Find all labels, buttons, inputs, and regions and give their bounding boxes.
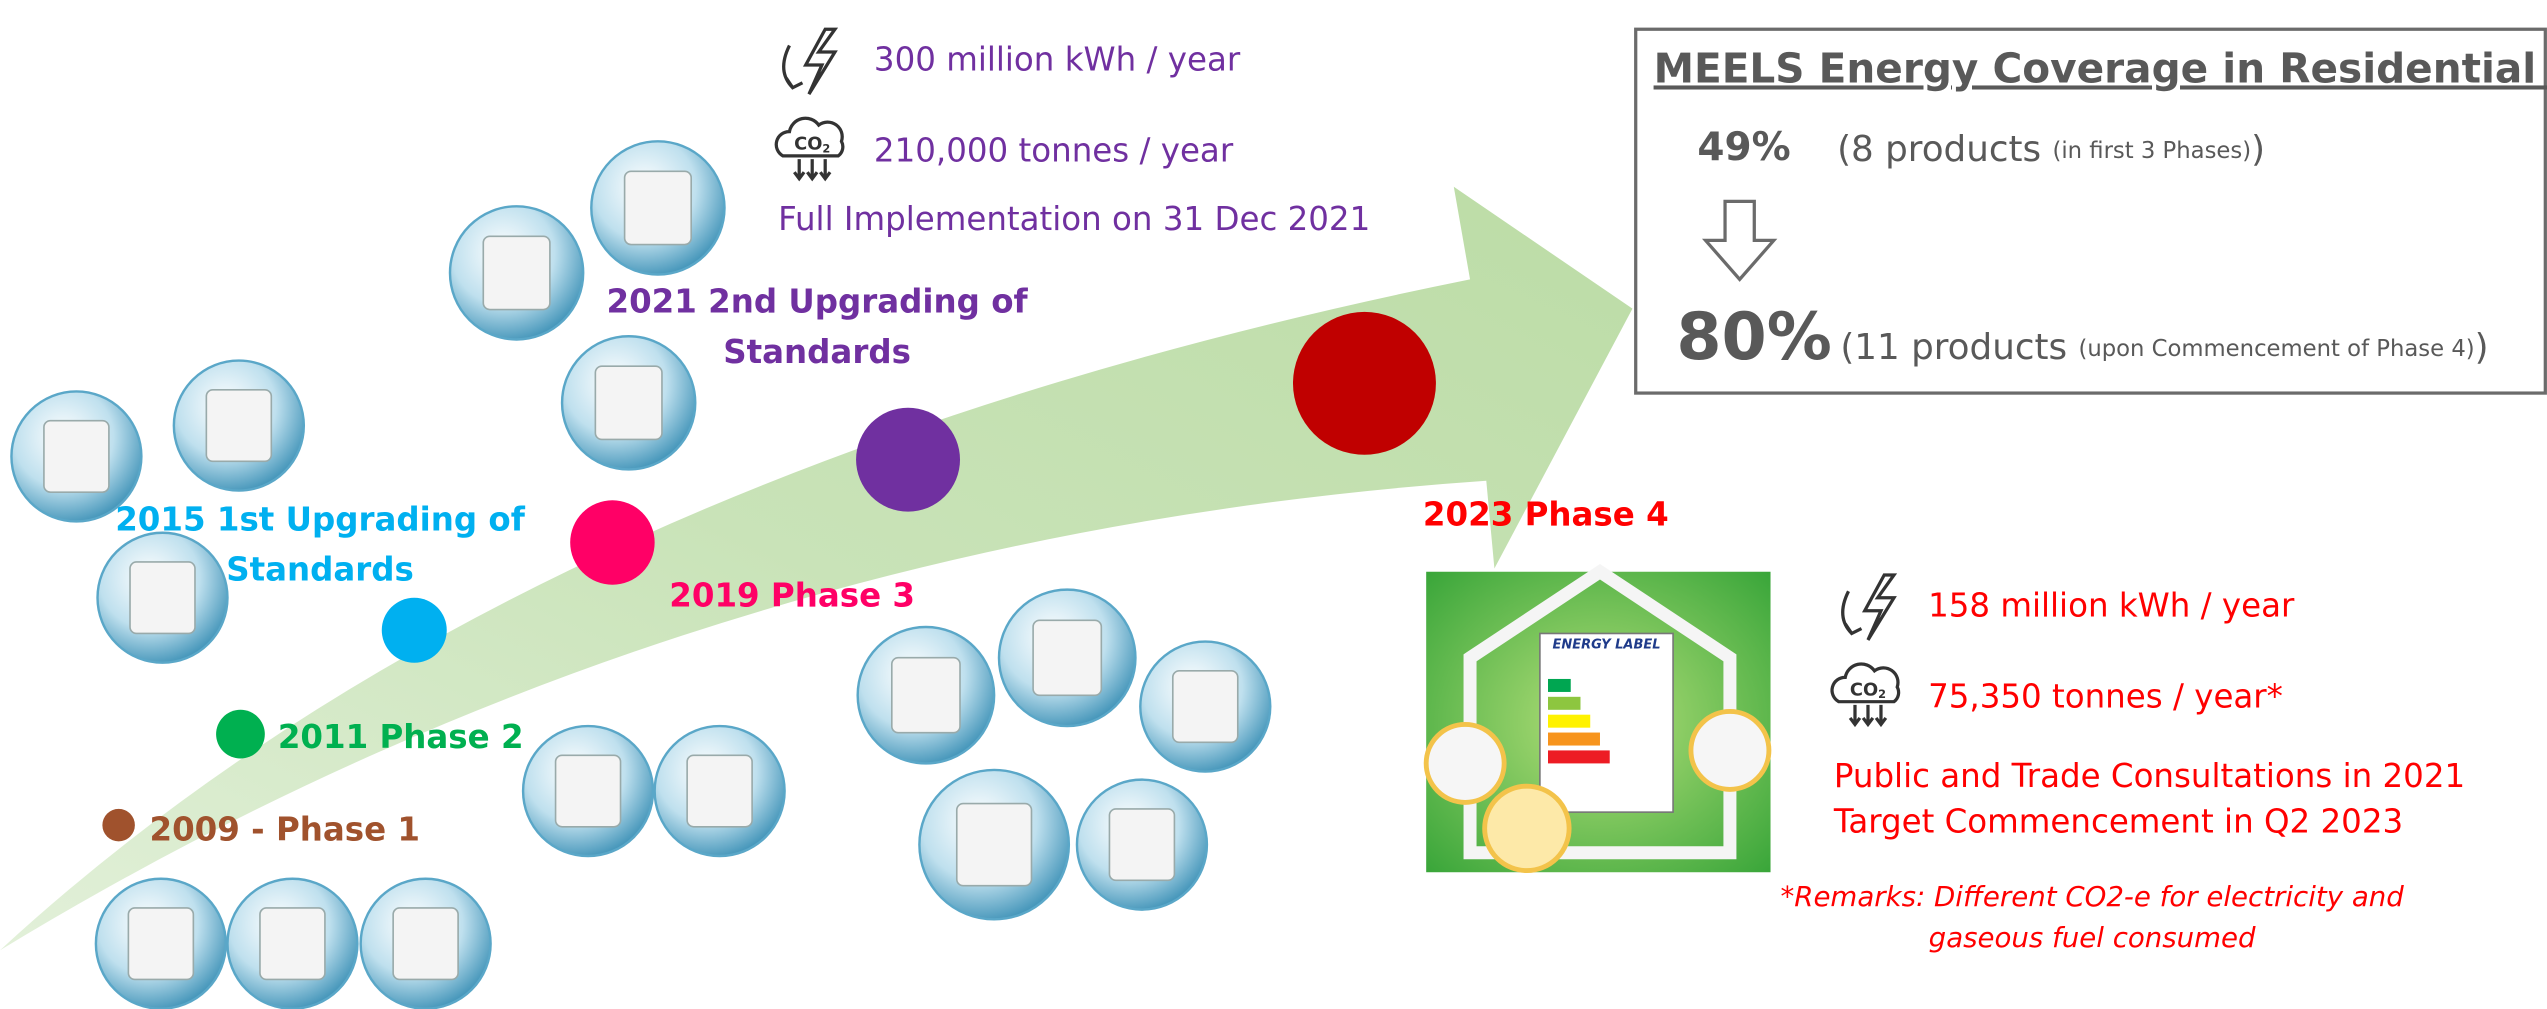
label-title: ENERGY LABEL — [1552, 637, 1660, 652]
appliance-icon — [227, 879, 357, 1009]
infographic: 300 million kWh / year 210,000 tonnes / … — [0, 0, 2547, 1009]
arrow — [784, 45, 803, 87]
appliance-icon — [96, 879, 226, 1009]
appliance — [128, 908, 193, 979]
electricity-saving: 300 million kWh / year — [874, 41, 1241, 79]
appliance — [625, 171, 692, 244]
appliance-icon — [361, 879, 491, 1009]
label-bar — [1548, 679, 1571, 692]
down-arrow — [1850, 705, 1860, 724]
appliance — [260, 908, 325, 979]
milestone-label: Standards — [723, 333, 911, 371]
milestone-label: 2023 Phase 4 — [1423, 496, 1669, 534]
appliance — [1173, 671, 1238, 742]
co2-icon: CO2 — [776, 118, 843, 178]
milestone-label: Standards — [226, 551, 414, 589]
paren: ) — [2475, 327, 2489, 368]
milestone-dot — [856, 408, 960, 512]
milestone-label: 2011 Phase 2 — [278, 718, 524, 756]
appliance-icon — [523, 726, 653, 856]
appliance — [483, 236, 550, 309]
milestone-dot — [1293, 312, 1436, 455]
remarks: gaseous fuel consumed — [1929, 921, 2256, 954]
milestone-label: 2021 2nd Upgrading of — [606, 283, 1028, 321]
appliance — [393, 908, 458, 979]
heater-icon — [1691, 711, 1769, 789]
bulb-icon — [1485, 786, 1569, 870]
appliance-icon — [174, 361, 304, 491]
milestone-label: 2009 - Phase 1 — [150, 811, 421, 849]
appliance-icon — [919, 770, 1068, 919]
milestone-label: 2019 Phase 3 — [669, 577, 915, 615]
appliance-icon — [591, 141, 724, 274]
remarks: *Remarks: Different CO2-e for electricit… — [1780, 880, 2404, 913]
appliance — [1033, 620, 1101, 695]
label-bar — [1548, 697, 1580, 710]
appliance — [206, 390, 271, 461]
carbon-saving: 75,350 tonnes / year* — [1928, 677, 2283, 715]
cooker-icon — [1426, 724, 1504, 802]
down-arrow — [807, 159, 817, 178]
appliance-icon — [999, 590, 1135, 726]
appliance — [892, 658, 960, 733]
coverage-before-percent: 49% — [1697, 125, 1790, 170]
phase4-savings: 158 million kWh / year 75,350 tonnes / y… — [1780, 586, 2465, 953]
appliance — [44, 421, 109, 492]
down-arrow — [794, 159, 804, 178]
paren: ) — [2251, 129, 2265, 170]
appliance — [957, 804, 1032, 886]
coverage-title: MEELS Energy Coverage in Residential Sec… — [1654, 44, 2547, 92]
co2-label: CO2 — [1850, 679, 1886, 701]
appliance-icon — [655, 726, 785, 856]
appliance — [556, 755, 621, 826]
electricity-saving: 158 million kWh / year — [1928, 586, 2295, 624]
milestone-dot — [216, 710, 265, 759]
products-note: (in first 3 Phases) — [2052, 138, 2251, 164]
label-bar — [1548, 733, 1600, 746]
co2-main: CO — [794, 134, 822, 155]
label-bar — [1548, 715, 1590, 728]
products: (11 products — [1840, 327, 2078, 368]
coverage-box: MEELS Energy Coverage in Residential Sec… — [1636, 29, 2547, 393]
phase4-note: Target Commencement in Q2 2023 — [1833, 803, 2403, 841]
appliance-icon — [11, 391, 141, 521]
appliance-icon — [858, 627, 994, 763]
appliance-icon — [1140, 642, 1270, 772]
milestone-dot — [570, 500, 654, 584]
phase4-note: Public and Trade Consultations in 2021 — [1834, 757, 2465, 795]
milestone-dot — [382, 598, 447, 663]
arrow — [1843, 591, 1862, 633]
products-note: (upon Commencement of Phase 4) — [2078, 336, 2474, 362]
energy-label-image: ENERGY LABEL — [1426, 572, 1770, 872]
co2-main: CO — [1850, 679, 1878, 700]
label-bar — [1548, 750, 1610, 763]
appliance — [1109, 809, 1174, 880]
electricity-icon — [784, 29, 835, 94]
appliance-icon — [98, 533, 228, 663]
down-arrow — [1876, 705, 1886, 724]
down-arrow — [820, 159, 830, 178]
products: (8 products — [1837, 129, 2052, 170]
co2-icon: CO2 — [1832, 664, 1899, 724]
bolt — [1865, 575, 1894, 640]
down-arrow — [1863, 705, 1873, 724]
appliance-icon — [562, 336, 695, 469]
implementation-note: Full Implementation on 31 Dec 2021 — [778, 200, 1370, 238]
bolt — [806, 29, 835, 94]
appliance-icon — [1077, 780, 1207, 910]
electricity-icon — [1843, 575, 1894, 640]
page: 300 million kWh / year 210,000 tonnes / … — [0, 0, 2547, 1009]
appliance — [595, 366, 662, 439]
coverage-after-percent: 80% — [1676, 300, 1832, 375]
milestone-label: 2015 1st Upgrading of — [115, 500, 526, 538]
savings-2021: 300 million kWh / year 210,000 tonnes / … — [778, 41, 1370, 238]
carbon-saving: 210,000 tonnes / year — [874, 132, 1234, 170]
appliance — [687, 755, 752, 826]
milestone-dot — [102, 809, 134, 841]
appliance-icon — [450, 206, 583, 339]
co2-sub: 2 — [1878, 687, 1886, 701]
appliance — [130, 562, 195, 633]
co2-sub: 2 — [822, 141, 830, 155]
co2-label: CO2 — [794, 134, 830, 156]
